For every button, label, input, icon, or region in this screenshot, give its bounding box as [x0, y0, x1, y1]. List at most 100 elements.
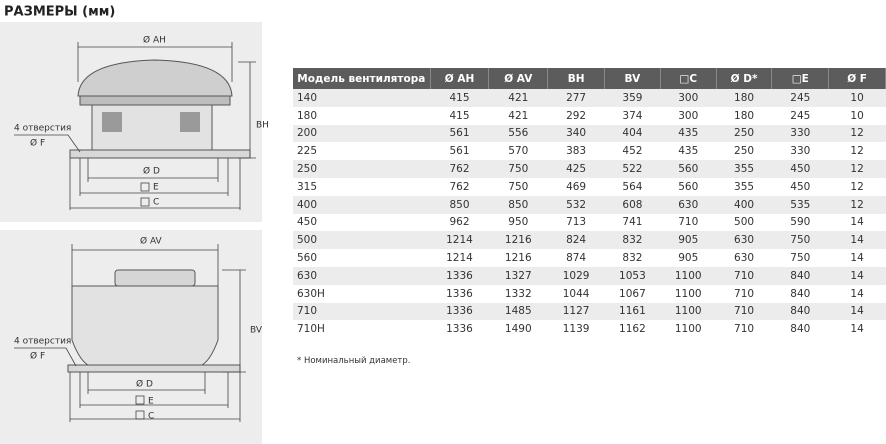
value-cell: 962 [449, 216, 470, 229]
value-cell: 750 [771, 231, 829, 250]
value-cell: 905 [660, 231, 717, 250]
base [67, 364, 241, 373]
square-icon [140, 182, 150, 192]
value-cell: 14 [828, 231, 886, 250]
value-cell: 710 [716, 302, 772, 321]
value-cell: 12 [828, 195, 886, 214]
value-cell: 1100 [660, 302, 717, 321]
value-cell: 500 [734, 216, 755, 229]
label: C [153, 198, 159, 208]
value-cell: 710 [716, 266, 772, 285]
value-cell: 400 [716, 195, 772, 214]
value-cell: 560 [678, 180, 699, 193]
square-icon [135, 395, 145, 405]
column-header: Ø AH [430, 68, 490, 89]
value-cell: 415 [449, 109, 470, 122]
label: BV [250, 326, 263, 336]
value-cell: 330 [771, 124, 829, 143]
value-cell: 355 [734, 180, 755, 193]
value-cell: 180 [734, 109, 755, 122]
value-cell: 590 [790, 216, 811, 229]
value-cell: 561 [430, 124, 489, 143]
label: C [148, 412, 154, 422]
table-row: 500 1214 1216 824 832 905 630 750 14 [293, 231, 886, 250]
value-cell: 750 [488, 160, 548, 178]
value-cell: 1100 [674, 323, 702, 336]
dim-line [222, 269, 246, 373]
column-header: BH [547, 68, 605, 89]
dim-line [69, 372, 241, 422]
value-cell: 14 [828, 302, 886, 321]
value-cell: 1053 [604, 266, 661, 285]
value-cell: 425 [547, 160, 605, 178]
label: Ø F [30, 138, 45, 149]
value-cell: 452 [622, 145, 643, 158]
model-cell: 450 [297, 216, 318, 229]
label: E [148, 397, 154, 407]
value-cell: 1139 [562, 323, 590, 336]
value-cell: 300 [660, 89, 717, 107]
table-row: 250 762 750 425 522 560 355 450 12 [293, 160, 886, 178]
value-cell: 10 [828, 89, 886, 107]
value-cell: 564 [622, 180, 643, 193]
table-row: 200 561 556 340 404 435 250 330 12 [293, 124, 886, 143]
value-cell: 14 [850, 287, 864, 300]
model-cell: 315 [297, 180, 318, 193]
value-cell: 1127 [547, 302, 605, 321]
value-cell: 1214 [430, 231, 489, 250]
value-cell: 561 [449, 145, 470, 158]
value-cell: 450 [771, 160, 829, 178]
drawing-bottom: Ø AV BV 4 отверстия Ø F Ø D E C [0, 230, 263, 444]
value-cell: 1490 [504, 323, 532, 336]
column-header: □C [660, 68, 717, 89]
label: Ø D [143, 166, 160, 177]
model-cell: 500 [293, 231, 431, 250]
value-cell: 1214 [446, 252, 473, 265]
value-cell: 1044 [562, 287, 590, 300]
value-cell: 435 [660, 124, 717, 143]
dim-line [238, 61, 256, 159]
column-header: Ø F [828, 68, 886, 89]
value-cell: 522 [604, 160, 661, 178]
value-cell: 1216 [488, 231, 548, 250]
square-icon [140, 197, 150, 207]
dome [77, 59, 233, 97]
value-cell: 245 [790, 109, 811, 122]
dimension-table: Модель вентилятора Ø AH Ø AV BH BV □C Ø D* □E Ø … [293, 68, 886, 338]
value-cell: 713 [566, 216, 587, 229]
dim-line [69, 158, 241, 210]
label: 4 отверстия [14, 337, 71, 347]
value-cell: 415 [430, 89, 489, 107]
table-row: 400 850 850 532 608 630 400 535 12 [293, 195, 886, 214]
value-cell: 355 [716, 160, 772, 178]
value-cell: 421 [508, 109, 529, 122]
table-row: 140 415 421 277 359 300 180 245 10 [293, 89, 886, 107]
table-row: 450 962 950 713 741 710 500 590 14 [293, 214, 886, 232]
value-cell: 12 [850, 180, 864, 193]
label: Ø AV [140, 236, 163, 247]
value-cell: 404 [604, 124, 661, 143]
value-cell: 277 [547, 89, 605, 107]
table-head: Модель вентилятора Ø AH Ø AV BH BV □C Ø D* □E Ø … [293, 68, 886, 89]
value-cell: 762 [430, 160, 489, 178]
label: Ø AH [143, 35, 166, 46]
value-cell: 180 [716, 89, 772, 107]
value-cell: 750 [508, 180, 529, 193]
value-cell: 1067 [619, 287, 646, 300]
value-cell: 850 [430, 195, 489, 214]
value-cell: 832 [604, 231, 661, 250]
drawing-top: Ø AH BH 4 отверстия Ø F Ø D E C [0, 22, 269, 222]
model-cell: 710 [293, 302, 431, 321]
dim-line [71, 244, 219, 288]
model-cell: 250 [293, 160, 431, 178]
value-cell: 840 [790, 287, 811, 300]
column-header: □E [771, 68, 830, 89]
label: BH [256, 121, 269, 131]
value-cell: 570 [508, 145, 529, 158]
bracket [102, 112, 122, 132]
value-cell: 874 [566, 252, 587, 265]
value-cell: 435 [678, 145, 699, 158]
model-cell: 140 [293, 89, 431, 107]
value-cell: 1336 [430, 302, 489, 321]
leader [14, 134, 81, 153]
